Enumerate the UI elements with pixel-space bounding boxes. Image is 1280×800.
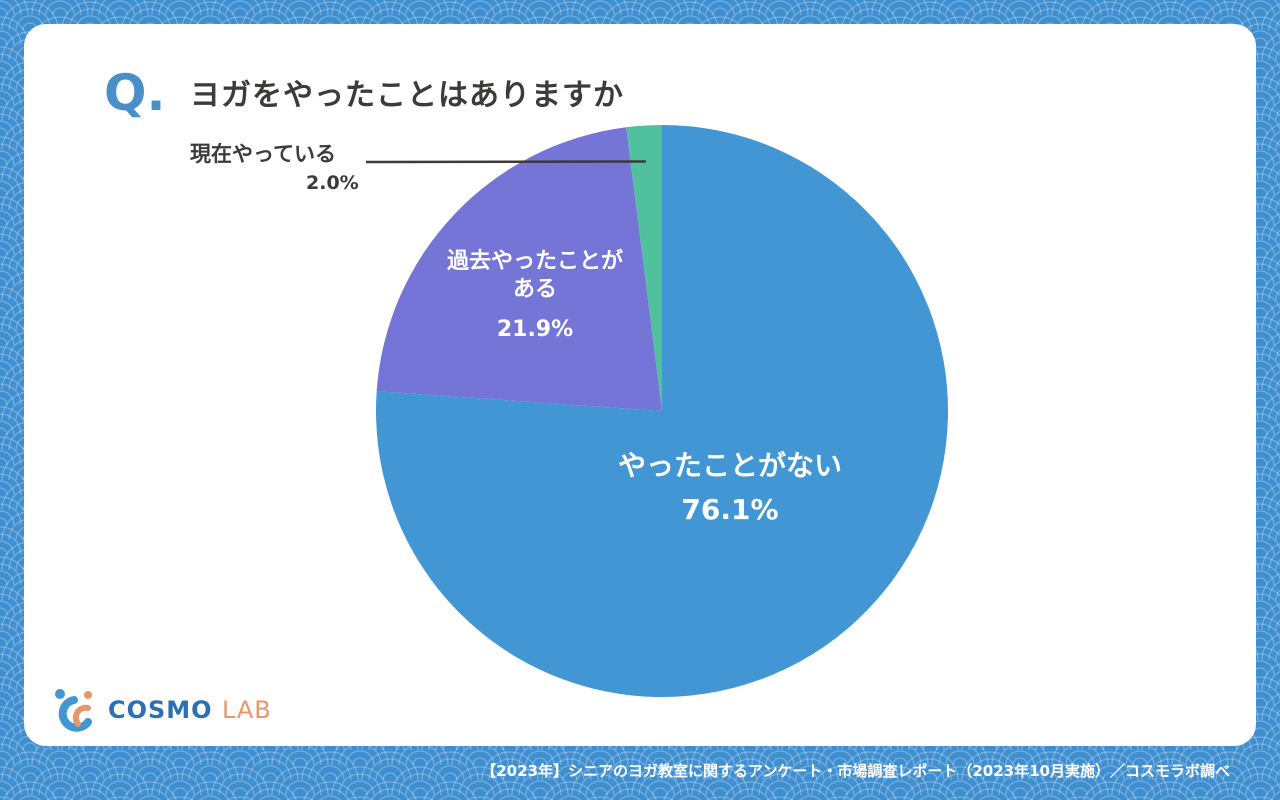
pie-slice-past	[376, 127, 662, 412]
question-mark: Q.	[104, 64, 166, 122]
cosmo-logo-icon	[55, 689, 92, 732]
logo-brand-suffix: LAB	[221, 696, 272, 724]
label-past-name-line2: ある	[512, 277, 557, 302]
label-past-value: 21.9%	[496, 317, 574, 342]
label-current-name: 現在やっている	[190, 142, 336, 166]
question-title: ヨガをやったことはありますか	[190, 78, 624, 113]
label-current-value: 2.0%	[306, 172, 359, 194]
logo-text: COSMO LAB	[108, 696, 272, 724]
label-past: 過去やったことが ある 21.9%	[420, 248, 650, 344]
label-never: やったことがない 76.1%	[590, 448, 870, 528]
footer-source: 【2023年】シニアのヨガ教室に関するアンケート・市場調査レポート（2023年1…	[481, 762, 1230, 780]
pie-slice-never	[376, 125, 949, 698]
pie-slice-current	[626, 125, 662, 411]
label-never-value: 76.1%	[681, 493, 779, 526]
label-past-name-line1: 過去やったことが	[446, 249, 623, 274]
cosmo-lab-logo: COSMO LAB	[48, 686, 271, 732]
label-never-name: やったことがない	[617, 449, 842, 482]
logo-brand: COSMO	[108, 696, 213, 724]
